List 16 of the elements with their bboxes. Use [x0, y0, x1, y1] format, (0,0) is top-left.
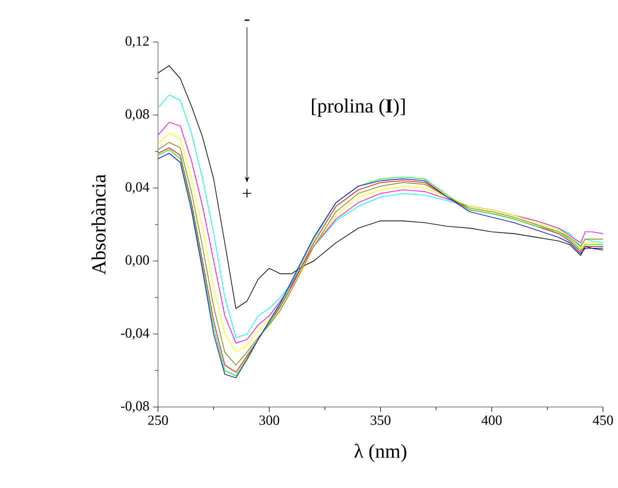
y-tick-label: 0,12: [126, 36, 149, 48]
y-tick-label: 0,00: [126, 255, 149, 267]
annotation: +: [242, 189, 252, 198]
y-tick-label: 0,04: [126, 182, 150, 194]
y-tick-label: 0,08: [126, 109, 149, 121]
text: -: [244, 19, 250, 21]
x-tick-label: 450: [592, 416, 613, 425]
x-tick-label: 300: [259, 416, 280, 425]
y-axis-title: Absorbància: [92, 174, 106, 275]
x-tick-label: 350: [370, 416, 390, 425]
y-tick-label: -0,04: [120, 328, 150, 340]
x-tick-label: 400: [482, 416, 502, 425]
x-tick-label: 250: [148, 416, 168, 425]
y-tick-label: -0,08: [120, 401, 149, 413]
annotation: [prolina (I)]: [312, 98, 405, 117]
x-axis-title: λ (nm): [354, 444, 406, 462]
